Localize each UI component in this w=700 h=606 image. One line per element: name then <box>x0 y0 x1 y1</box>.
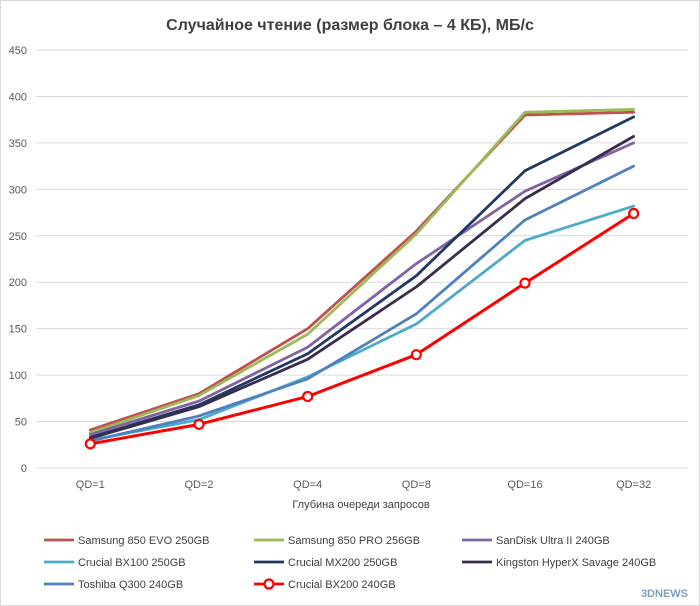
series-group <box>88 115 636 439</box>
x-tick-label: QD=32 <box>616 479 651 491</box>
series-group <box>88 164 636 443</box>
series-group <box>88 110 636 432</box>
series-line <box>88 164 636 443</box>
series-line <box>88 134 636 440</box>
series-lines <box>84 108 640 450</box>
y-axis: 0 50 100 150 200 250 300 350 400 450 <box>9 45 27 475</box>
y-tick-label: 400 <box>9 91 27 103</box>
series-group <box>88 141 636 436</box>
legend-label: Crucial BX200 240GB <box>288 579 396 591</box>
legend-label: Toshiba Q300 240GB <box>78 579 183 591</box>
legend-item: Samsung 850 EVO 250GB <box>44 535 209 547</box>
y-tick-label: 100 <box>9 370 27 382</box>
y-tick-label: 300 <box>9 184 27 196</box>
legend-label: Crucial MX200 250GB <box>288 557 397 569</box>
legend-label: Kingston HyperX Savage 240GB <box>496 557 656 569</box>
data-point <box>628 207 640 220</box>
series-line <box>88 110 636 432</box>
y-tick-label: 250 <box>9 231 27 243</box>
data-point <box>84 438 96 450</box>
series-line <box>88 108 636 435</box>
y-tick-label: 50 <box>15 417 27 429</box>
y-tick-label: 0 <box>21 463 27 475</box>
series-line <box>88 211 636 446</box>
legend-item: SanDisk Ultra II 240GB <box>462 535 610 547</box>
y-tick-label: 450 <box>9 45 27 57</box>
legend-item: Toshiba Q300 240GB <box>44 579 183 591</box>
legend-item: Crucial MX200 250GB <box>254 557 397 569</box>
legend-label: SanDisk Ultra II 240GB <box>496 535 610 547</box>
x-tick-label: QD=8 <box>402 479 431 491</box>
series-group <box>88 108 636 435</box>
x-tick-label: QD=16 <box>507 479 542 491</box>
legend: Samsung 850 EVO 250GB Samsung 850 PRO 256… <box>44 535 656 591</box>
series-group <box>88 134 636 440</box>
x-tick-label: QD=2 <box>184 479 213 491</box>
gridlines <box>36 49 688 469</box>
x-axis-label: Глубина очереди запросов <box>292 499 430 511</box>
chart-title: Случайное чтение (размер блока – 4 КБ), … <box>166 17 534 34</box>
data-point <box>302 390 314 403</box>
data-point <box>193 418 205 430</box>
data-point <box>519 277 531 289</box>
y-tick-label: 350 <box>9 138 27 150</box>
watermark-logo: 3DNEWS <box>640 588 688 600</box>
x-tick-label: QD=4 <box>293 479 322 491</box>
x-axis: QD=1 QD=2 QD=4 QD=8 QD=16 QD=32 <box>76 479 651 491</box>
series-group <box>84 207 640 450</box>
legend-item: Crucial BX100 250GB <box>44 557 186 569</box>
legend-marker <box>263 578 275 590</box>
series-line <box>88 141 636 436</box>
legend-label: Samsung 850 PRO 256GB <box>288 535 420 547</box>
legend-label: Samsung 850 EVO 250GB <box>78 535 209 547</box>
legend-item: Samsung 850 PRO 256GB <box>254 535 420 547</box>
x-tick-label: QD=1 <box>76 479 105 491</box>
legend-label: Crucial BX100 250GB <box>78 557 186 569</box>
y-tick-label: 150 <box>9 324 27 336</box>
series-line <box>88 115 636 439</box>
data-point <box>410 349 422 361</box>
series-line <box>88 204 636 442</box>
legend-item: Kingston HyperX Savage 240GB <box>462 557 656 569</box>
series-group <box>88 204 636 442</box>
y-tick-label: 200 <box>9 277 27 289</box>
legend-item: Crucial BX200 240GB <box>254 578 396 591</box>
